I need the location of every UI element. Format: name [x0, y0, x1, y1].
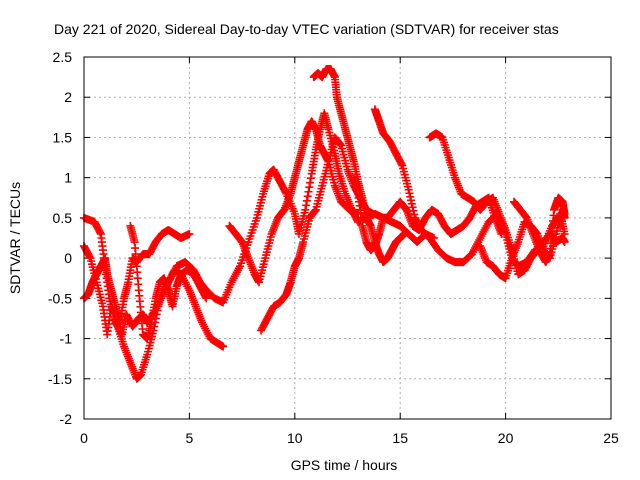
data-point	[560, 238, 569, 247]
series-track-e	[225, 117, 363, 287]
y-tick-label: -2	[60, 411, 73, 427]
x-tick-label: 10	[287, 430, 303, 446]
series-track-g	[309, 65, 409, 267]
y-tick-label: 0.5	[53, 210, 73, 226]
data-point	[400, 229, 409, 238]
x-tick-label: 25	[603, 430, 619, 446]
x-axis-title: GPS time / hours	[291, 457, 398, 473]
y-tick-label: -1	[60, 331, 73, 347]
data-point	[368, 209, 377, 218]
y-tick-label: 1	[64, 170, 72, 186]
data-point	[185, 229, 194, 238]
y-tick-label: -1.5	[48, 371, 72, 387]
y-tick-label: 2	[64, 89, 72, 105]
series-track-d	[126, 221, 211, 343]
y-tick-label: -0.5	[48, 290, 72, 306]
series-track-j	[425, 129, 569, 279]
y-axis-title: SDTVAR / TECUs	[7, 182, 23, 294]
plot-frame	[83, 56, 612, 420]
y-tick-label: 1.5	[53, 129, 73, 145]
data-point	[219, 342, 228, 351]
x-tick-label: 15	[392, 430, 408, 446]
x-tick-label: 20	[498, 430, 514, 446]
y-tick-label: 2.5	[53, 49, 73, 65]
y-tick-label: 0	[64, 250, 72, 266]
x-tick-label: 0	[80, 430, 88, 446]
series-track-l	[510, 193, 569, 267]
data-point	[560, 209, 569, 218]
points-layer	[80, 65, 569, 383]
x-tick-label: 5	[186, 430, 194, 446]
data-point	[202, 294, 211, 303]
chart-title: Day 221 of 2020, Sidereal Day-to-day VTE…	[54, 21, 559, 37]
series-track-f	[257, 133, 377, 335]
